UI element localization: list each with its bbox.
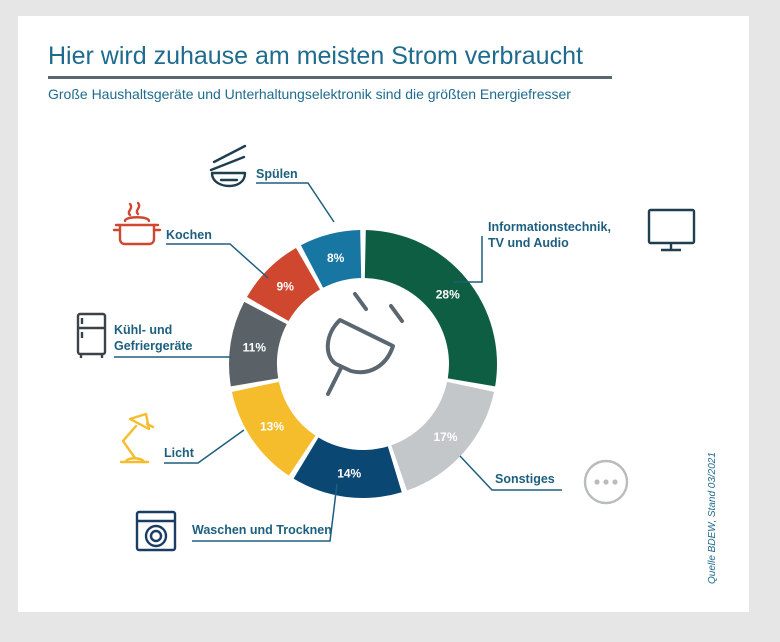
infographic-card: Hier wird zuhause am meisten Strom verbr… (18, 16, 749, 612)
connector-waschen-und-trocknen (192, 483, 338, 542)
chart-subtitle: Große Haushaltsgeräte und Unterhaltungse… (48, 86, 571, 102)
category-label-licht: Licht (164, 446, 195, 460)
category-label-waschen-und-trocknen: Waschen und Trocknen (192, 523, 332, 537)
more-icon (583, 459, 629, 505)
cooking-pot-icon (112, 201, 162, 246)
value-label-spuelen: 8% (327, 251, 345, 265)
dishes-icon (209, 144, 247, 188)
connector-sonstiges (459, 455, 562, 491)
category-label-kuehl-und-gefriergeraete: Kühl- und Gefriergeräte (114, 323, 193, 353)
connector-kochen (166, 243, 269, 279)
slice-licht (231, 381, 316, 476)
category-labels: Informationstechnik, TV und Audio Sonstige… (114, 167, 611, 537)
source-note: Quelle BDEW, Stand 03/2021 (707, 452, 718, 584)
slice-spuelen (300, 230, 362, 288)
value-label-kuehl-und-gefriergeraete: 11% (243, 340, 267, 354)
title-rule (48, 76, 612, 79)
donut-slices (228, 230, 497, 498)
value-label-kochen: 9% (277, 280, 295, 294)
connector-spuelen (256, 182, 335, 223)
slice-kochen (246, 247, 320, 321)
chart-title: Hier wird zuhause am meisten Strom verbr… (48, 42, 583, 70)
slice-sonstiges (391, 381, 495, 491)
monitor-icon (647, 208, 696, 252)
slice-informationstechnik-tv-und-audio (364, 230, 497, 387)
connector-licht (164, 429, 245, 464)
category-label-kochen: Kochen (166, 228, 212, 242)
category-label-informationstechnik-tv-und-audio: Informationstechnik, TV und Audio (488, 220, 611, 250)
washing-machine-icon (135, 510, 177, 552)
fridge-icon (76, 312, 107, 358)
value-label-licht: 13% (260, 419, 284, 433)
category-label-sonstiges: Sonstiges (495, 472, 555, 486)
plug-icon (325, 292, 404, 396)
value-label-waschen-und-trocknen: 14% (337, 467, 361, 481)
donut-chart: 28% 17% 14% 13% 11% 9% 8% Informationstechnik,… (76, 144, 696, 552)
connector-informationstechnik-tv-und-audio (454, 236, 483, 283)
value-labels: 28% 17% 14% 13% 11% 9% 8% (243, 251, 460, 481)
slice-kuehl-und-gefriergeraete (228, 301, 287, 387)
value-label-informationstechnik-tv-und-audio: 28% (436, 287, 460, 301)
label-connectors (114, 182, 562, 542)
desk-lamp-icon (119, 412, 155, 464)
slice-waschen-und-trocknen (293, 437, 402, 498)
category-label-spuelen: Spülen (256, 167, 298, 181)
value-label-sonstiges: 17% (433, 430, 457, 444)
